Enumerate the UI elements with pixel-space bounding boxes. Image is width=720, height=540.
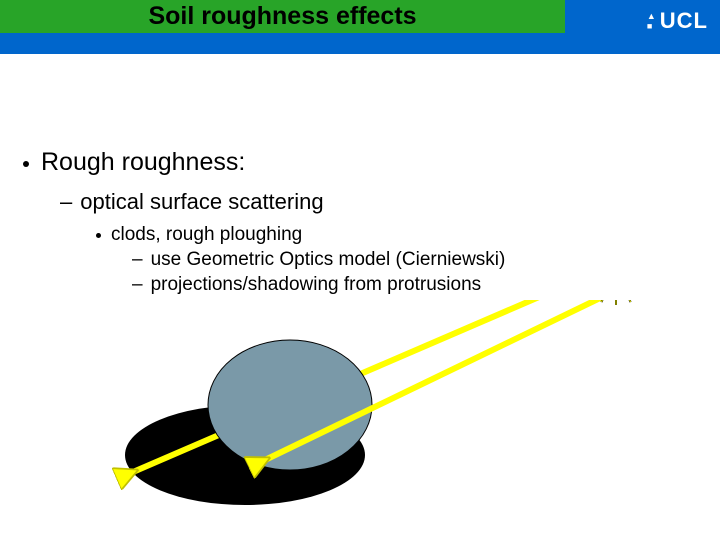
bullet-text: Rough roughness:	[41, 148, 245, 177]
bullet-dot-icon	[96, 233, 101, 238]
bullet-level4: – use Geometric Optics model (Cierniewsk…	[132, 249, 505, 271]
bullet-text: clods, rough ploughing	[111, 224, 302, 246]
title-banner: Soil roughness effects ▲■ UCL	[0, 0, 720, 54]
slide-title: Soil roughness effects	[0, 2, 565, 31]
bullet-level4: – projections/shadowing from protrusions	[132, 274, 481, 296]
bullet-text: optical surface scattering	[80, 189, 323, 215]
bullet-level2: – optical surface scattering	[60, 189, 324, 215]
bullet-dash-icon: –	[60, 189, 72, 215]
bullet-dot-icon	[23, 161, 29, 167]
ucl-logo-symbol: ▲■	[647, 11, 657, 31]
bullet-dash-icon: –	[132, 249, 143, 271]
bullet-level1: Rough roughness:	[23, 148, 245, 177]
ucl-logo: ▲■ UCL	[647, 8, 708, 34]
bullet-text: use Geometric Optics model (Cierniewski)	[151, 249, 506, 271]
ucl-logo-text: UCL	[660, 8, 708, 34]
bullet-level3: clods, rough ploughing	[96, 224, 302, 246]
bullet-dash-icon: –	[132, 274, 143, 296]
bullet-text: projections/shadowing from protrusions	[151, 274, 482, 296]
slide: Soil roughness effects ▲■ UCL Rough roug…	[0, 0, 720, 540]
shadowing-diagram	[95, 300, 655, 510]
